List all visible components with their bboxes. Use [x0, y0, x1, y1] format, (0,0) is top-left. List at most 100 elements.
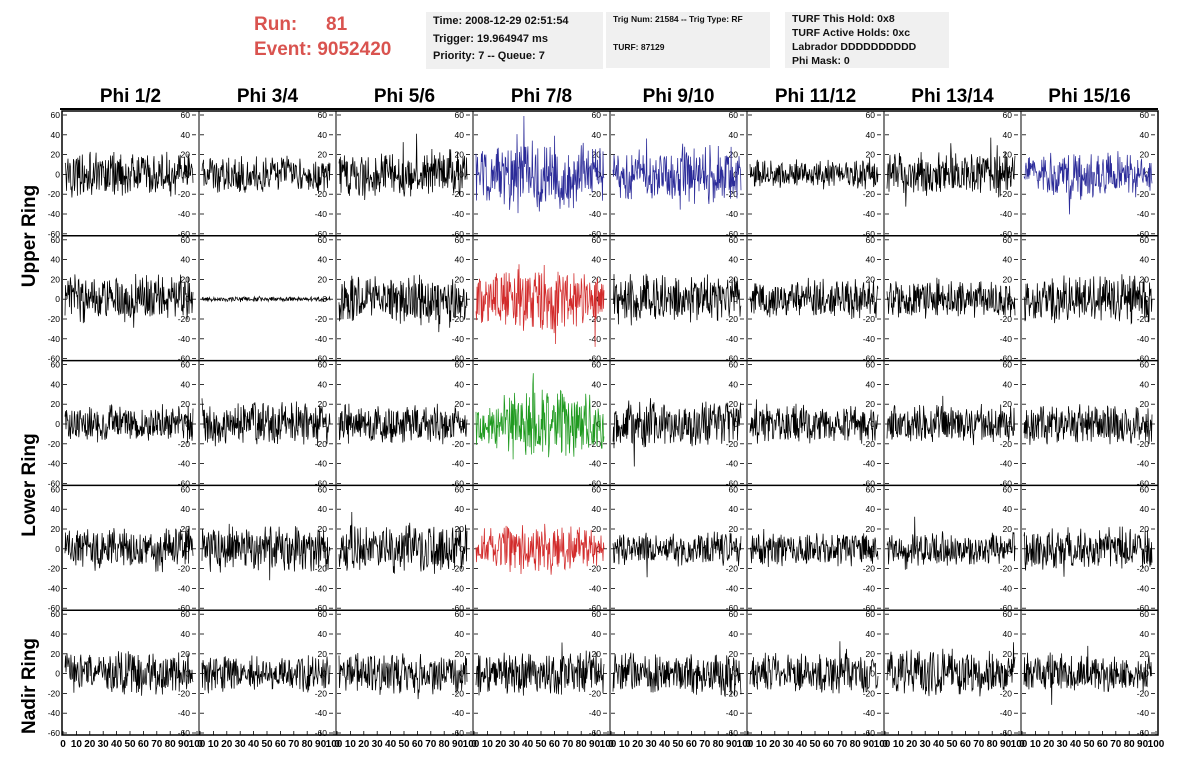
y-tick-label-right: 0: [1144, 294, 1149, 304]
labrador-line: Labrador DDDDDDDDDD: [792, 41, 917, 53]
waveform-trace: [64, 525, 194, 573]
x-tick-label: 70: [1110, 739, 1122, 750]
trig-num-box: Trig Num: 21584 -- Trig Type: RF TURF: 8…: [606, 12, 770, 68]
y-tick-label-right: -40: [315, 334, 328, 344]
y-tick-label-right: -60: [726, 229, 739, 239]
panel-r3-c0: -60 -60 -40 -40 -20 -20 0 0 20 20 40 40 60 60: [48, 484, 196, 613]
y-tick-label-right: 20: [866, 274, 876, 284]
y-tick-label-right: 20: [455, 274, 465, 284]
waveform-trace: [475, 523, 605, 575]
phi-mask-line: Phi Mask: 0: [792, 55, 850, 67]
waveform-trace: [749, 641, 879, 694]
x-tick-label: 50: [261, 739, 273, 750]
y-tick-label-right: 0: [459, 294, 464, 304]
y-tick-label-right: -40: [726, 708, 739, 718]
y-tick-label-right: -20: [1000, 564, 1013, 574]
y-tick-label-right: -40: [178, 708, 191, 718]
x-tick-label: 10: [1030, 739, 1042, 750]
x-tick-label: 80: [302, 739, 314, 750]
y-tick-label-right: -60: [1137, 603, 1150, 613]
waveform-trace: [201, 295, 331, 303]
y-tick-label-left: 40: [51, 379, 61, 389]
x-tick-label: 100: [737, 739, 754, 750]
waveform-trace: [201, 655, 331, 694]
y-tick-label-left: -20: [48, 439, 61, 449]
y-tick-label-right: -60: [1137, 478, 1150, 488]
waveform-trace: [64, 403, 194, 444]
x-tick-label: 80: [1124, 739, 1136, 750]
x-tick-label: 90: [726, 739, 738, 750]
y-tick-label-left: -40: [48, 708, 61, 718]
event-value: 9052420: [317, 39, 392, 60]
x-tick-label: 60: [960, 739, 972, 750]
y-tick-label-right: -20: [315, 564, 328, 574]
y-tick-label-right: 60: [181, 484, 191, 494]
y-tick-label-right: 20: [1003, 150, 1013, 160]
x-tick-label: 60: [275, 739, 287, 750]
y-tick-label-right: 0: [322, 419, 327, 429]
y-tick-label-right: 60: [729, 484, 739, 494]
y-tick-label-right: -40: [452, 334, 465, 344]
y-tick-label-right: 60: [729, 609, 739, 619]
x-tick-label: 40: [796, 739, 808, 750]
y-tick-label-right: 60: [866, 235, 876, 245]
column-header-4: Phi 7/8: [510, 86, 573, 107]
y-tick-label-right: -20: [452, 189, 465, 199]
x-tick-label: 30: [235, 739, 247, 750]
y-tick-label-right: -20: [589, 189, 602, 199]
y-tick-label-right: -20: [726, 189, 739, 199]
y-tick-label-right: 0: [459, 669, 464, 679]
x-tick-label: 50: [398, 739, 410, 750]
y-tick-label-right: 60: [592, 484, 602, 494]
y-tick-label-right: 20: [729, 649, 739, 659]
y-tick-label-right: 40: [1140, 255, 1150, 265]
x-tick-label: 100: [463, 739, 480, 750]
waveform-trace: [749, 157, 879, 190]
y-tick-label-right: -60: [863, 603, 876, 613]
y-tick-label-right: 40: [866, 379, 876, 389]
x-tick-label: 40: [522, 739, 534, 750]
y-tick-label-right: 60: [1140, 235, 1150, 245]
y-tick-label-right: 60: [455, 235, 465, 245]
y-tick-label-right: -40: [1137, 708, 1150, 718]
y-tick-label-right: 60: [1140, 110, 1150, 120]
x-tick-label: 0: [608, 739, 614, 750]
y-tick-label-right: -20: [726, 314, 739, 324]
y-tick-label-right: 0: [1144, 669, 1149, 679]
y-tick-label-right: 60: [181, 609, 191, 619]
y-tick-label-right: -20: [1137, 189, 1150, 199]
y-tick-label-right: 0: [185, 669, 190, 679]
column-header-5: Phi 9/10: [642, 86, 715, 107]
y-tick-label-right: -40: [452, 583, 465, 593]
column-header-3: Phi 5/6: [373, 86, 436, 107]
y-tick-label-right: -20: [315, 189, 328, 199]
x-tick-label: 40: [248, 739, 260, 750]
y-tick-label-right: 20: [592, 150, 602, 160]
y-tick-label-right: -60: [178, 229, 191, 239]
panel-r1-c2: -60 -40 -20 0 20 40 60: [337, 235, 470, 364]
y-tick-label-right: -40: [726, 583, 739, 593]
x-tick-label: 70: [562, 739, 574, 750]
y-tick-label-left: 60: [51, 609, 61, 619]
x-tick-label: 30: [509, 739, 521, 750]
y-tick-label-right: 40: [318, 504, 328, 514]
y-tick-label-right: 20: [1140, 150, 1150, 160]
turf-holds-box: TURF This Hold: 0x8 TURF Active Holds: 0…: [785, 12, 949, 68]
y-tick-label-right: -20: [726, 564, 739, 574]
x-tick-label: 100: [874, 739, 891, 750]
x-tick-label: 80: [850, 739, 862, 750]
waveform-trace: [475, 115, 605, 214]
y-tick-label-right: 20: [318, 399, 328, 409]
y-tick-label-right: 20: [1140, 649, 1150, 659]
y-tick-label-right: 0: [733, 294, 738, 304]
y-tick-label-right: 60: [318, 484, 328, 494]
x-tick-label: 80: [987, 739, 999, 750]
y-tick-label-right: -60: [589, 478, 602, 488]
y-tick-label-right: 40: [181, 130, 191, 140]
